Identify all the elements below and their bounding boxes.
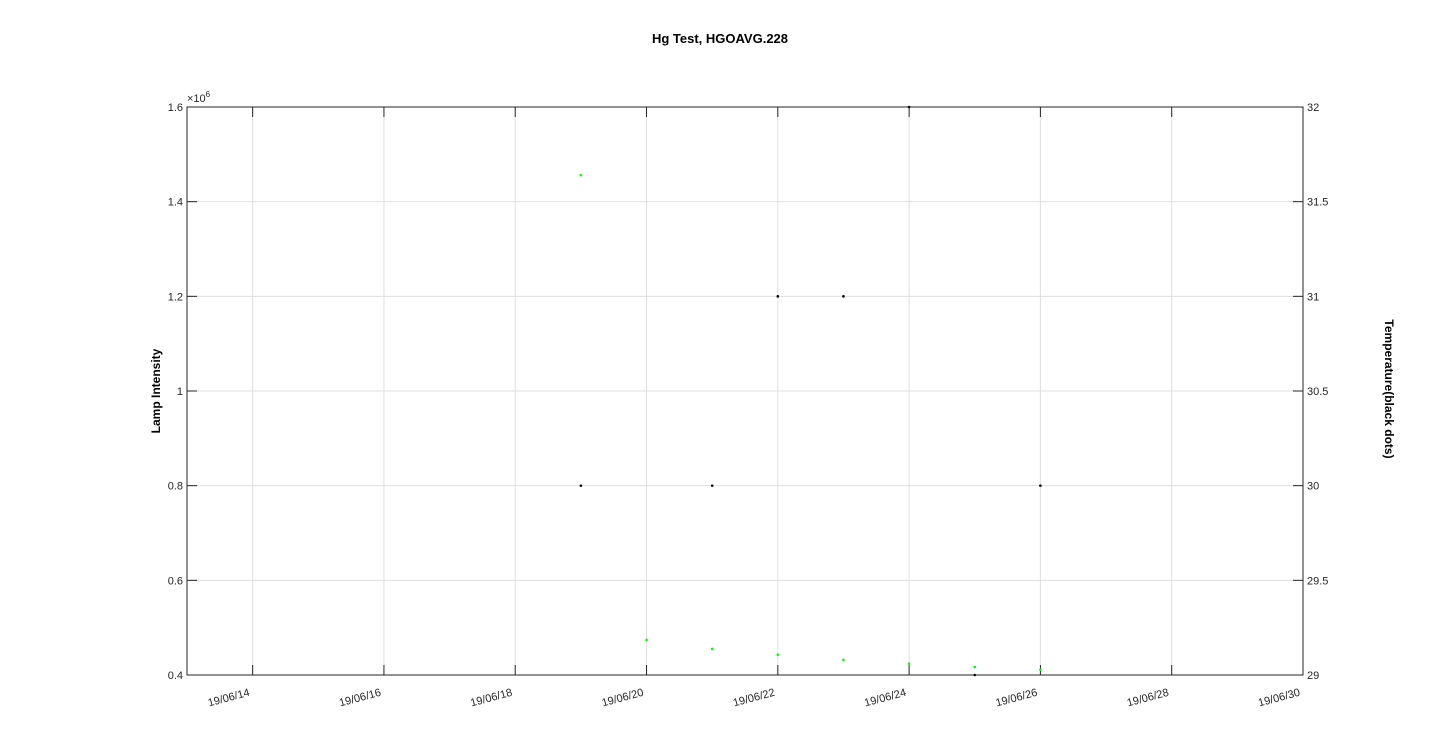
lamp-intensity-point [776, 653, 780, 656]
y-tick-label: 0.4 [168, 670, 183, 682]
lamp-intensity-point [645, 638, 648, 642]
temperature-point [907, 105, 911, 109]
lamp-intensity-point [842, 658, 845, 662]
temperature-point [579, 484, 583, 487]
y2-axis-label: Temperature(black dots) [1382, 319, 1396, 458]
lamp-intensity-point [907, 662, 911, 665]
y-tick-label: 1.2 [168, 291, 183, 303]
axis-ticks [187, 106, 1304, 676]
temperature-point [842, 295, 845, 298]
y2-tick-label: 32 [1307, 102, 1319, 114]
y-tick-label: 1 [177, 386, 183, 398]
y-axis-label: Lamp Intensity [149, 348, 163, 433]
temperature-point [973, 673, 977, 677]
temperature-point [776, 295, 780, 298]
y2-tick-label: 31 [1307, 291, 1319, 303]
temperature-point [710, 484, 714, 487]
y-tick-label: 0.6 [168, 575, 183, 587]
lamp-intensity-point [710, 647, 714, 651]
y2-tick-label: 29 [1307, 670, 1319, 682]
y2-tick-label: 31.5 [1307, 197, 1328, 209]
y2-tick-label: 29.5 [1307, 575, 1328, 587]
lamp-intensity-point [1039, 668, 1042, 672]
lamp-intensity-point [973, 665, 977, 669]
y-exponent-label: ×106 [187, 90, 211, 105]
data-points [579, 105, 1042, 677]
chart-title: Hg Test, HGOAVG.228 [652, 31, 788, 46]
temperature-point [1039, 484, 1042, 487]
y-exponent-power: 6 [206, 90, 211, 99]
y2-tick-label: 30.5 [1307, 386, 1328, 398]
y-tick-label: 1.4 [168, 197, 183, 209]
y-tick-label: 0.8 [168, 481, 183, 493]
y-tick-label: 1.6 [168, 102, 183, 114]
y2-tick-label: 30 [1307, 481, 1319, 493]
lamp-intensity-point [579, 173, 583, 177]
y-exponent-base: ×10 [187, 93, 206, 105]
